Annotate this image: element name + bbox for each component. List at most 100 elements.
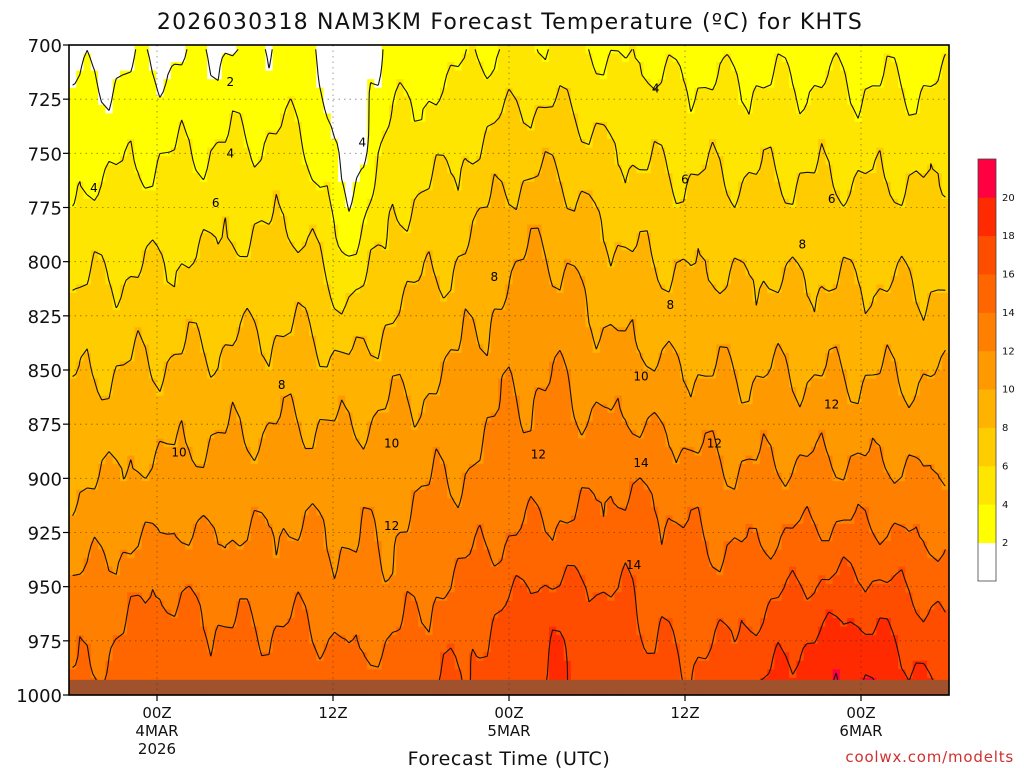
field-cell (396, 318, 405, 328)
field-cell (505, 284, 514, 294)
field-cell (265, 352, 274, 363)
field-cell (629, 258, 637, 268)
field-cell (112, 79, 121, 89)
field-cell (272, 258, 281, 268)
field-cell (338, 258, 346, 268)
field-cell (490, 378, 499, 388)
field-cell (730, 53, 739, 63)
field-cell (381, 327, 390, 337)
field-cell (469, 233, 477, 243)
field-cell (701, 190, 710, 200)
field-cell (629, 370, 637, 380)
field-cell (258, 318, 266, 328)
field-cell (381, 293, 390, 303)
field-cell (243, 318, 252, 328)
field-cell (199, 130, 208, 140)
field-cell (730, 267, 739, 277)
field-cell (876, 250, 885, 260)
field-cell (629, 79, 637, 89)
field-cell (192, 53, 201, 63)
field-cell (498, 267, 506, 277)
field-cell (839, 198, 848, 209)
field-cell (374, 139, 383, 149)
field-cell (301, 70, 310, 80)
field-cell (745, 190, 754, 200)
field-cell (665, 224, 674, 234)
field-cell (839, 344, 848, 354)
field-cell (549, 301, 557, 311)
field-cell (527, 275, 536, 286)
field-cell (207, 173, 216, 183)
field-cell (127, 164, 136, 174)
field-cell (447, 130, 456, 140)
field-cell (425, 310, 434, 320)
field-cell (403, 87, 412, 97)
field-cell (185, 327, 194, 337)
field-cell (912, 361, 921, 371)
field-cell (898, 113, 906, 123)
field-cell (454, 198, 463, 209)
field-cell (185, 224, 194, 234)
field-cell (672, 139, 681, 149)
field-cell (359, 45, 368, 55)
field-cell (112, 395, 121, 405)
field-cell (869, 216, 877, 226)
field-cell (709, 70, 717, 80)
field-cell (432, 267, 441, 277)
field-cell (178, 156, 186, 166)
field-cell (287, 156, 296, 166)
field-cell (927, 224, 936, 234)
field-cell (738, 53, 746, 63)
field-cell (90, 395, 99, 405)
field-cell (643, 335, 652, 345)
field-cell (367, 293, 376, 303)
field-cell (905, 87, 914, 97)
field-cell (396, 181, 405, 191)
field-cell (221, 378, 230, 388)
field-cell (890, 70, 899, 80)
field-cell (330, 335, 339, 345)
field-cell (389, 275, 397, 286)
field-cell (207, 79, 216, 89)
field-cell (323, 224, 332, 234)
field-cell (243, 352, 252, 363)
field-cell (490, 53, 499, 63)
field-cell (738, 352, 746, 363)
field-cell (505, 216, 514, 226)
field-cell (934, 250, 943, 260)
field-cell (134, 395, 143, 405)
field-cell (272, 352, 281, 363)
field-cell (98, 233, 106, 243)
field-cell (585, 284, 594, 294)
field-cell (621, 207, 630, 217)
field-cell (352, 147, 361, 157)
field-cell (498, 387, 506, 397)
field-cell (396, 275, 405, 286)
field-cell (527, 139, 536, 149)
field-cell (76, 318, 85, 328)
field-cell (359, 62, 368, 72)
field-cell (389, 378, 397, 388)
field-cell (730, 139, 739, 149)
field-cell (614, 121, 623, 132)
field-cell (672, 361, 681, 371)
field-cell (629, 250, 637, 260)
field-cell (178, 267, 186, 277)
field-cell (279, 181, 288, 191)
field-cell (541, 181, 550, 191)
field-cell (76, 173, 85, 183)
field-cell (941, 378, 950, 388)
field-cell (359, 267, 368, 277)
field-cell (578, 361, 586, 371)
field-cell (134, 79, 143, 89)
field-cell (650, 173, 659, 183)
field-cell (512, 284, 521, 294)
field-cell (898, 387, 906, 397)
field-cell (665, 370, 674, 380)
field-cell (599, 224, 608, 234)
field-cell (839, 104, 848, 115)
field-cell (716, 327, 725, 337)
field-cell (519, 370, 528, 380)
field-cell (890, 164, 899, 174)
field-cell (556, 258, 565, 268)
